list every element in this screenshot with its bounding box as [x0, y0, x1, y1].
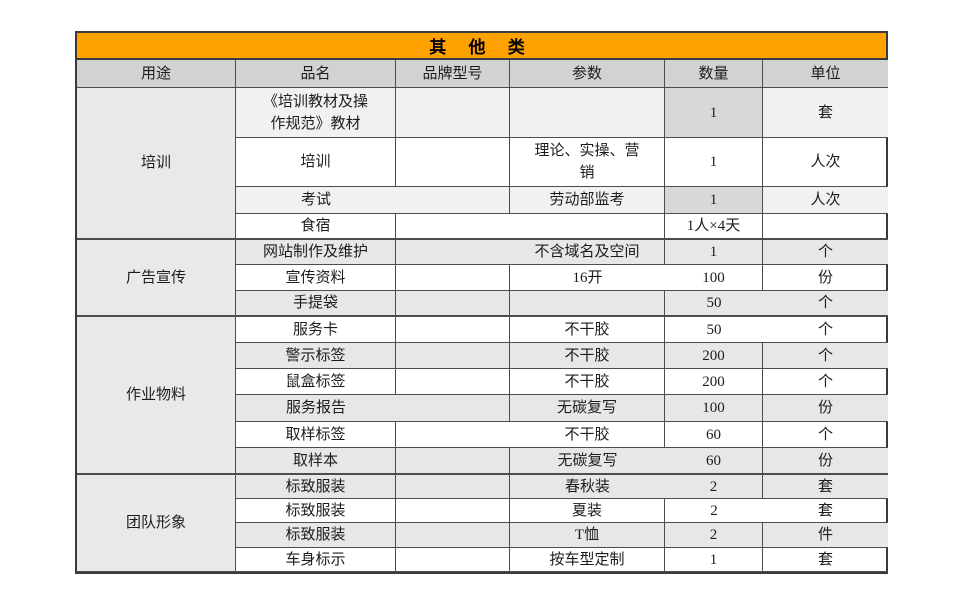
cell-brand [396, 548, 510, 572]
cell-param [510, 88, 665, 138]
cell-brand [396, 395, 510, 422]
cell-param [510, 291, 665, 316]
cell-param: 夏装 [510, 499, 665, 523]
cell-brand [396, 316, 510, 343]
cell-name: 取样本 [236, 448, 396, 474]
cell-param: 春秋装 [510, 474, 665, 499]
cell-brand [396, 523, 510, 548]
cell-qty: 1 [665, 138, 763, 187]
cell-brand [396, 343, 510, 369]
cell-qty: 60 [665, 422, 763, 448]
cell-qty: 200 [665, 369, 763, 395]
cell-unit: 个 [763, 239, 888, 265]
cell-param: 不干胶 [510, 316, 665, 343]
cell-qty: 1 [665, 548, 763, 572]
cell-qty: 2 [665, 499, 763, 523]
cell-brand [396, 422, 510, 448]
cell-param: T恤 [510, 523, 665, 548]
cell-name: 服务报告 [236, 395, 396, 422]
usage-group-cell: 培训 [77, 88, 236, 239]
cell-name: 鼠盒标签 [236, 369, 396, 395]
column-header-qty: 数量 [665, 60, 763, 88]
usage-group-cell: 作业物料 [77, 316, 236, 474]
cell-param: 不含域名及空间 [510, 239, 665, 265]
cell-unit: 套 [763, 548, 888, 572]
cell-unit: 套 [763, 88, 888, 138]
cell-qty: 1人×4天 [665, 214, 763, 239]
cell-unit: 份 [763, 265, 888, 291]
cell-name: 标致服装 [236, 523, 396, 548]
cell-qty: 1 [665, 88, 763, 138]
cell-name: 宣传资料 [236, 265, 396, 291]
cell-param: 不干胶 [510, 369, 665, 395]
cell-name: 食宿 [236, 214, 396, 239]
cell-param: 无碳复写 [510, 448, 665, 474]
cell-qty: 2 [665, 523, 763, 548]
column-header-brand: 品牌型号 [396, 60, 510, 88]
cell-unit: 人次 [763, 138, 888, 187]
cell-brand [396, 291, 510, 316]
cell-param: 16开 [510, 265, 665, 291]
cell-unit: 份 [763, 448, 888, 474]
cell-unit: 套 [763, 474, 888, 499]
cell-param: 理论、实操、营 销 [510, 138, 665, 187]
cell-name: 警示标签 [236, 343, 396, 369]
cell-brand [396, 187, 510, 214]
cell-param: 按车型定制 [510, 548, 665, 572]
cell-name: 标致服装 [236, 499, 396, 523]
cell-qty: 50 [665, 291, 763, 316]
cell-param [510, 214, 665, 239]
cell-brand [396, 88, 510, 138]
cell-name: 网站制作及维护 [236, 239, 396, 265]
cell-name: 《培训教材及操 作规范》教材 [236, 88, 396, 138]
cell-param: 无碳复写 [510, 395, 665, 422]
cell-unit: 份 [763, 395, 888, 422]
cell-qty: 50 [665, 316, 763, 343]
cell-brand [396, 369, 510, 395]
cell-qty: 1 [665, 187, 763, 214]
cell-qty: 2 [665, 474, 763, 499]
cell-unit: 个 [763, 291, 888, 316]
cell-name: 取样标签 [236, 422, 396, 448]
cell-qty: 60 [665, 448, 763, 474]
column-header-name: 品名 [236, 60, 396, 88]
cell-qty: 200 [665, 343, 763, 369]
usage-group-cell: 团队形象 [77, 474, 236, 572]
table-grid: 用途 品名 品牌型号 参数 数量 单位 培训 《培训教材及操 作规范》教材 1 套培训 理论、实操、… [77, 60, 888, 572]
cell-name: 标致服装 [236, 474, 396, 499]
cell-param: 不干胶 [510, 422, 665, 448]
cell-brand [396, 239, 510, 265]
cell-unit: 个 [763, 369, 888, 395]
cell-unit: 个 [763, 343, 888, 369]
cell-param: 不干胶 [510, 343, 665, 369]
column-header-param: 参数 [510, 60, 665, 88]
cell-unit [763, 214, 888, 239]
cell-name: 培训 [236, 138, 396, 187]
cell-unit: 套 [763, 499, 888, 523]
usage-group-cell: 广告宣传 [77, 239, 236, 316]
column-header-unit: 单位 [763, 60, 888, 88]
cell-name: 考试 [236, 187, 396, 214]
cell-brand [396, 448, 510, 474]
cell-qty: 1 [665, 239, 763, 265]
cell-qty: 100 [665, 265, 763, 291]
cell-unit: 个 [763, 422, 888, 448]
column-header-usage: 用途 [77, 60, 236, 88]
cell-param: 劳动部监考 [510, 187, 665, 214]
cell-unit: 人次 [763, 187, 888, 214]
other-category-table: 其 他 类 用途 品名 品牌型号 参数 数量 单位 培训 《培训教材及操 作规范》教材 1 套培训… [75, 31, 888, 574]
cell-qty: 100 [665, 395, 763, 422]
cell-unit: 个 [763, 316, 888, 343]
cell-brand [396, 499, 510, 523]
cell-name: 车身标示 [236, 548, 396, 572]
cell-unit: 件 [763, 523, 888, 548]
cell-name: 手提袋 [236, 291, 396, 316]
cell-brand [396, 474, 510, 499]
table-title: 其 他 类 [77, 33, 886, 60]
cell-brand [396, 138, 510, 187]
cell-brand [396, 265, 510, 291]
cell-name: 服务卡 [236, 316, 396, 343]
cell-brand [396, 214, 510, 239]
